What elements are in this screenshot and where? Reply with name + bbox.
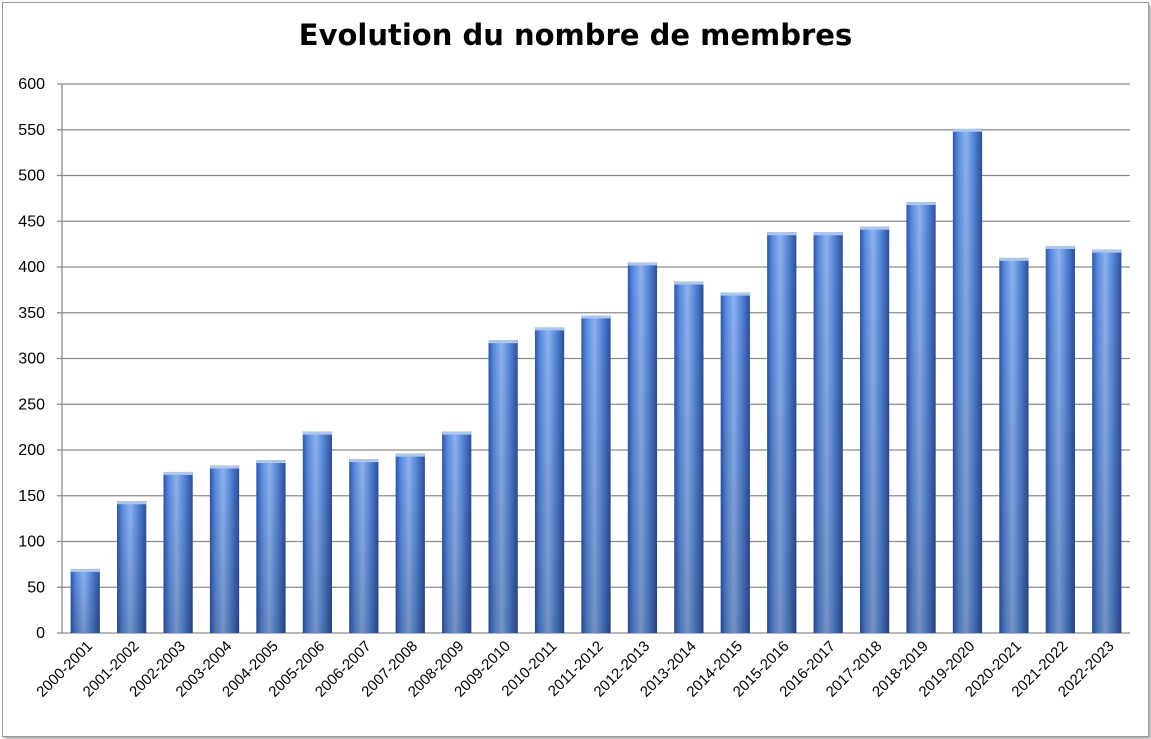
bar: [488, 340, 518, 633]
y-tick-label: 150: [18, 488, 45, 505]
bar-top-highlight: [209, 465, 240, 469]
bar-top-highlight: [117, 501, 147, 505]
bar: [906, 202, 936, 633]
bar: [302, 431, 333, 633]
y-tick-label: 0: [36, 625, 45, 642]
bar-shade: [117, 501, 147, 633]
bar-top-highlight: [488, 340, 518, 344]
bar: [674, 281, 704, 633]
x-axis: 2000-20012001-20022002-20032003-20042004…: [33, 638, 1117, 701]
bar-top-highlight: [534, 327, 565, 331]
bar-top-highlight: [581, 315, 611, 319]
bar: [999, 257, 1029, 633]
bar-shade: [349, 459, 379, 633]
bar-top-highlight: [767, 232, 797, 236]
bar: [442, 431, 472, 633]
bar: [349, 459, 379, 633]
bar-top-highlight: [674, 281, 704, 285]
bar-shade: [163, 471, 193, 633]
y-tick-label: 350: [18, 305, 45, 322]
bar-top-highlight: [720, 292, 750, 296]
bar-top-highlight: [302, 431, 333, 435]
bar-shade: [906, 202, 936, 633]
bar-top-highlight: [906, 202, 936, 206]
bar: [117, 501, 147, 633]
bar-top-highlight: [349, 459, 379, 463]
bar: [767, 232, 797, 634]
y-axis: 0 50 100 150 200 250 300 350 400 450 500 550 600: [18, 76, 45, 642]
bar: [534, 327, 565, 633]
bar-top-highlight: [952, 128, 983, 132]
bar: [859, 226, 890, 634]
bar-top-highlight: [999, 257, 1029, 261]
bar-shade: [952, 128, 983, 633]
bar-shade: [395, 453, 425, 633]
y-tick-label: 250: [18, 396, 45, 413]
bar: [813, 232, 843, 634]
y-tick-label: 450: [18, 213, 45, 230]
bar-shade: [999, 257, 1029, 633]
bar-top-highlight: [1045, 245, 1075, 249]
bar-top-highlight: [256, 460, 286, 464]
bars: [70, 128, 1122, 634]
y-tick-label: 500: [18, 168, 45, 185]
bar-shade: [767, 232, 797, 634]
y-tick-label: 600: [18, 76, 45, 93]
bar-shade: [534, 327, 565, 633]
bar-top-highlight: [813, 232, 843, 236]
bar: [256, 460, 286, 633]
bar-shade: [209, 465, 240, 633]
bar-shade: [859, 226, 890, 634]
bar: [1045, 245, 1075, 633]
bar-top-highlight: [859, 226, 890, 230]
bar-top-highlight: [70, 568, 100, 572]
y-tick-label: 300: [18, 351, 45, 368]
bar: [209, 465, 240, 633]
bar-top-highlight: [627, 262, 658, 266]
bar-shade: [581, 315, 611, 633]
bar-shade: [488, 340, 518, 633]
bar-top-highlight: [442, 431, 472, 435]
bar-shade: [813, 232, 843, 634]
bar: [720, 292, 750, 633]
chart-title: Evolution du nombre de membres: [298, 18, 853, 52]
bar: [581, 315, 611, 633]
bar-top-highlight: [395, 453, 425, 457]
bar-shade: [674, 281, 704, 633]
bar: [70, 568, 100, 633]
bar-top-highlight: [1092, 249, 1122, 253]
bar-shade: [70, 568, 100, 633]
bar-shade: [720, 292, 750, 633]
y-tick-label: 200: [18, 442, 45, 459]
bar-shade: [256, 460, 286, 633]
y-tick-label: 100: [18, 534, 45, 551]
bar: [163, 471, 193, 633]
bar: [952, 128, 983, 633]
bar-shade: [1045, 245, 1075, 633]
bar: [627, 262, 658, 633]
bar: [395, 453, 425, 633]
y-tick-label: 550: [18, 122, 45, 139]
y-tick-label: 50: [27, 579, 45, 596]
y-tick-label: 400: [18, 259, 45, 276]
bar-shade: [442, 431, 472, 633]
bar-top-highlight: [163, 471, 193, 475]
bar-shade: [1092, 249, 1122, 634]
bar: [1092, 249, 1122, 634]
bar-shade: [302, 431, 333, 633]
bar-shade: [627, 262, 658, 633]
